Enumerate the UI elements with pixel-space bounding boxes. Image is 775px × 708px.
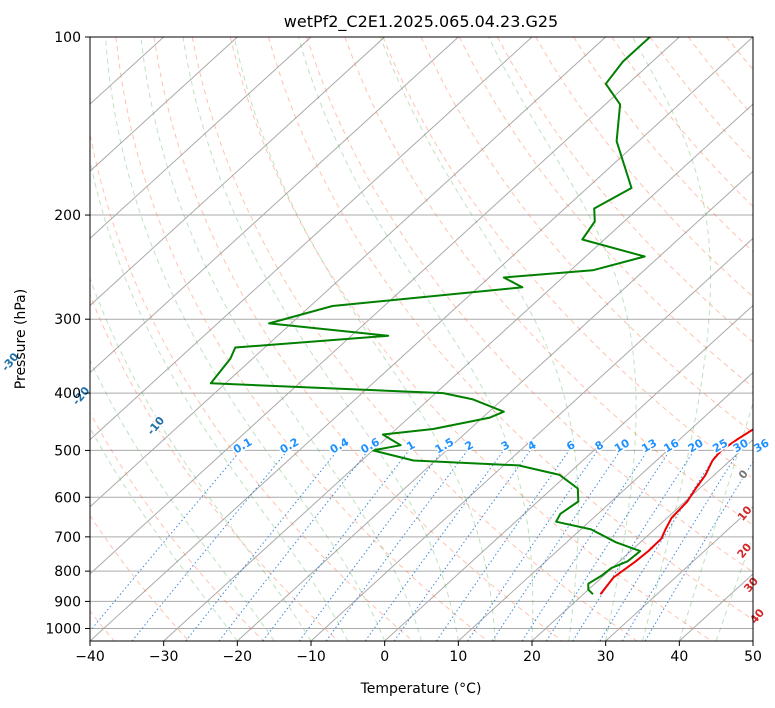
mixing-ratio-line xyxy=(185,444,343,641)
dry-adiabat-line xyxy=(153,37,563,641)
moist-adiabat-line xyxy=(297,37,534,641)
x-tick-label: 30 xyxy=(597,649,615,665)
mixing-ratio-line xyxy=(599,444,723,641)
moist-adiabat-line xyxy=(488,37,637,641)
moist-adiabat-line xyxy=(90,359,275,641)
x-tick-label: 10 xyxy=(449,649,467,665)
y-tick-label: 300 xyxy=(54,312,81,328)
x-tick-label: −40 xyxy=(75,649,105,665)
isotherm-line xyxy=(90,37,238,172)
mixing-ratio-line xyxy=(298,444,448,641)
mixing-ratio-line xyxy=(90,444,246,632)
dry-adiabat-line xyxy=(344,37,753,526)
y-tick-label: 800 xyxy=(54,564,81,580)
isotherm-line xyxy=(531,438,753,641)
isotherm-line xyxy=(605,506,753,641)
isotherm-line xyxy=(163,103,753,641)
mixing-ratio-line xyxy=(491,444,625,641)
dry-adiabat-line xyxy=(458,37,753,388)
y-axis-label: Pressure (hPa) xyxy=(13,289,29,389)
dry-adiabat-line xyxy=(191,37,638,641)
background-lines xyxy=(90,37,753,641)
axis-ticks: −40 −30 −20 −10 0 10 20 30 40 50 100 200 300 400 500 60… xyxy=(45,30,762,665)
moist-adiabat-line xyxy=(182,37,459,641)
chart-title: wetPf2_C2E1.2025.065.04.23.G25 xyxy=(284,12,558,32)
dry-adiabat-line xyxy=(382,37,753,480)
y-tick-label: 1000 xyxy=(45,621,81,637)
dry-adiabat-line xyxy=(535,37,753,298)
moist-adiabat-line xyxy=(140,37,422,641)
x-axis-label: Temperature (°C) xyxy=(360,681,482,697)
isotherm-line xyxy=(90,37,607,508)
y-tick-label: 200 xyxy=(54,208,81,224)
moist-adiabat-line xyxy=(380,37,579,641)
x-tick-label: −10 xyxy=(296,649,326,665)
isotherm-line xyxy=(90,37,312,240)
mixing-ratio-line xyxy=(644,460,753,641)
x-tick-label: 50 xyxy=(744,649,762,665)
mixing-ratio-line xyxy=(572,444,699,641)
moist-adiabat-line xyxy=(90,426,238,641)
mixing-ratio-line xyxy=(262,444,414,641)
x-tick-label: 0 xyxy=(380,649,389,665)
x-tick-label: 20 xyxy=(523,649,541,665)
data-series xyxy=(209,37,753,595)
y-tick-label: 500 xyxy=(54,443,81,459)
isotherm-line xyxy=(236,170,753,641)
isotherm-line xyxy=(457,371,753,641)
isotherm-line xyxy=(90,37,533,441)
temperature-profile-line xyxy=(599,428,753,595)
isotherm-line xyxy=(90,37,753,641)
moist-adiabat-line xyxy=(678,401,753,641)
moist-adiabat-line xyxy=(105,37,386,641)
isotherm-line xyxy=(310,237,753,641)
dry-adiabat-line xyxy=(115,37,488,641)
mixing-ratio-line xyxy=(521,444,652,641)
mixing-ratio-line xyxy=(393,444,535,641)
moist-adiabat-line xyxy=(90,158,349,641)
y-tick-label: 600 xyxy=(54,490,81,506)
isotherm-line xyxy=(384,304,753,641)
x-tick-label: −30 xyxy=(149,649,179,665)
x-tick-label: −20 xyxy=(223,649,253,665)
mixing-ratio-line xyxy=(435,444,574,641)
mixing-ratio-line xyxy=(545,444,674,641)
y-tick-label: 100 xyxy=(54,30,81,46)
dewpoint-profile-line xyxy=(209,37,651,595)
y-tick-label: 700 xyxy=(54,530,81,546)
y-tick-label: 400 xyxy=(54,386,81,402)
plot-frame xyxy=(89,36,754,642)
mixing-ratio-line xyxy=(467,444,602,641)
mixing-ratio-line xyxy=(364,444,508,641)
y-tick-label: 900 xyxy=(54,594,81,610)
isotherm-line xyxy=(90,37,459,374)
moist-adiabat-line xyxy=(90,276,312,641)
x-tick-label: 40 xyxy=(670,649,688,665)
dry-adiabat-line xyxy=(496,37,753,343)
mixing-ratio-line xyxy=(621,444,744,641)
isotherm-line xyxy=(90,37,386,307)
mixing-ratio-line xyxy=(218,444,373,641)
